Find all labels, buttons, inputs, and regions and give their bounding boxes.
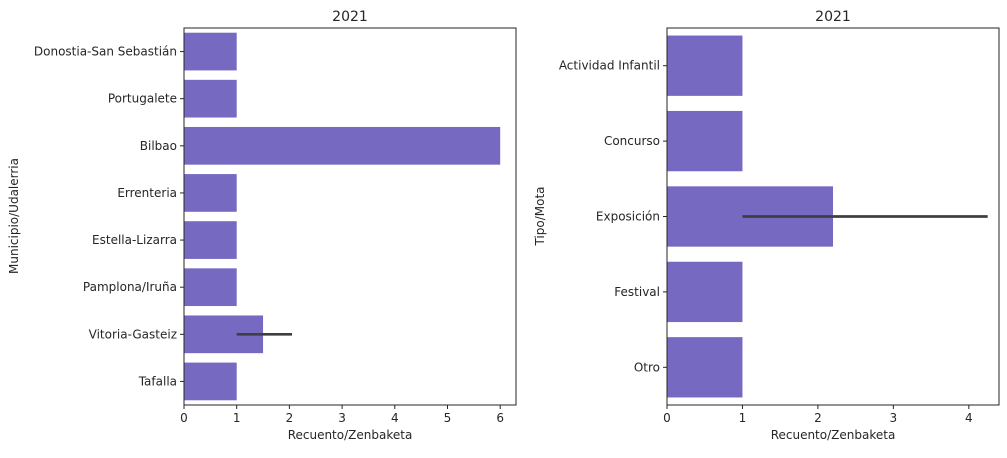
bar-1-8: [184, 362, 237, 401]
ytick-label: Vitoria-Gasteiz: [89, 327, 177, 341]
xtick-label: 1: [233, 411, 241, 425]
bar-2-1: [667, 35, 743, 96]
chart-title: 2021: [815, 9, 851, 25]
ytick-label: Pamplona/Iruña: [83, 280, 177, 294]
xtick-label: 2: [814, 411, 822, 425]
ytick-label: Actividad Infantil: [559, 59, 660, 73]
xtick-label: 1: [739, 411, 747, 425]
xtick-label: 0: [663, 411, 671, 425]
chart-title: 2021: [332, 9, 368, 25]
ytick-label: Otro: [634, 360, 660, 374]
xtick-label: 4: [391, 411, 399, 425]
bar-1-6: [184, 268, 237, 307]
x-axis-label: Recuento/Zenbaketa: [771, 428, 896, 442]
bar-2-2: [667, 110, 743, 172]
ytick-label: Errenteria: [117, 186, 177, 200]
xtick-label: 0: [180, 411, 188, 425]
y-axis-label: Tipo/Mota: [533, 186, 547, 246]
bar-2-4: [667, 261, 743, 323]
x-axis-label: Recuento/Zenbaketa: [288, 428, 413, 442]
bar-1-4: [184, 174, 237, 212]
bar-1-2: [184, 79, 237, 118]
xtick-label: 3: [890, 411, 898, 425]
ytick-label: Portugalete: [108, 92, 177, 106]
bar-2-5: [667, 337, 743, 398]
bar-1-5: [184, 221, 237, 259]
bar-1-3: [184, 126, 501, 165]
bar-1-1: [184, 32, 237, 71]
xtick-label: 2: [286, 411, 294, 425]
ytick-label: Donostia-San Sebastián: [34, 45, 177, 59]
axes-frame: [666, 27, 1000, 406]
ytick-label: Festival: [614, 285, 660, 299]
xtick-label: 5: [444, 411, 452, 425]
xtick-label: 6: [496, 411, 504, 425]
ytick-label: Tafalla: [138, 374, 177, 388]
axes-frame: [183, 27, 517, 406]
xtick-label: 3: [338, 411, 346, 425]
ytick-label: Exposición: [596, 210, 660, 224]
y-axis-label: Municipio/Udalerria: [7, 158, 21, 274]
ytick-label: Concurso: [604, 134, 660, 148]
xtick-label: 4: [965, 411, 973, 425]
ytick-label: Estella-Lizarra: [92, 233, 177, 247]
ytick-label: Bilbao: [140, 139, 177, 153]
